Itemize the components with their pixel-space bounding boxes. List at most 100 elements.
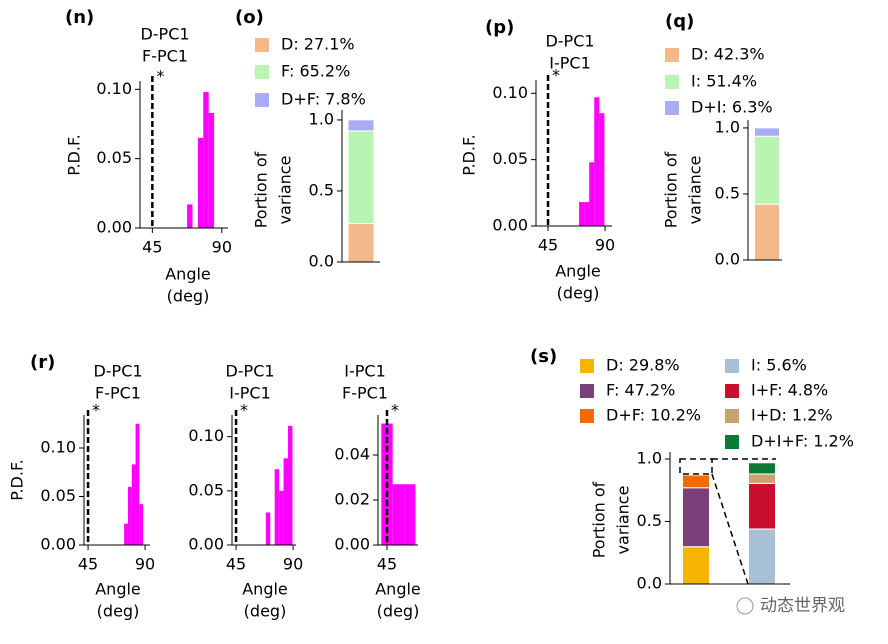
- chart-title: I-PC1: [344, 362, 386, 381]
- chart-title: I-PC1: [549, 54, 591, 73]
- y-tick-label: 0.10: [96, 79, 132, 98]
- legend-label: D: 29.8%: [606, 356, 680, 375]
- x-tick-label: 45: [78, 555, 98, 574]
- bar-segment: [754, 203, 780, 261]
- bar-segment: [682, 546, 710, 585]
- legend-swatch: [255, 65, 269, 79]
- x-axis-label: Angle: [95, 580, 141, 599]
- legend-swatch: [725, 409, 739, 423]
- y-tick-label: 0.00: [40, 535, 76, 554]
- bar: [203, 92, 209, 229]
- chart-title: F-PC1: [95, 384, 141, 403]
- legend-label: I+D: 1.2%: [751, 406, 833, 425]
- legend-label: D: 42.3%: [691, 45, 765, 64]
- x-axis-label: (deg): [167, 287, 210, 306]
- x-tick-label: 45: [226, 555, 246, 574]
- bar-segment: [754, 127, 780, 137]
- bar-segment: [347, 223, 375, 263]
- panel-label: (o): [235, 7, 264, 28]
- bar: [288, 425, 293, 545]
- bar-segment: [748, 528, 776, 585]
- y-tick-label: 0.05: [492, 149, 528, 168]
- x-tick-label: 45: [142, 238, 162, 257]
- legend-swatch: [255, 38, 269, 52]
- bar: [279, 490, 284, 545]
- bar: [404, 484, 416, 545]
- chart-title: F-PC1: [342, 384, 388, 403]
- y-axis-label: P.D.F.: [460, 134, 479, 175]
- bar: [594, 97, 600, 226]
- y-tick-label: 0.00: [492, 216, 528, 235]
- zoom-line: [711, 473, 749, 585]
- x-axis-label: Angle: [242, 580, 288, 599]
- bar: [283, 458, 289, 545]
- bar-segment: [347, 119, 375, 132]
- bar: [265, 512, 271, 545]
- threshold-label: *: [552, 66, 560, 85]
- y-tick-label: 0.05: [188, 480, 224, 499]
- y-axis-label: Portion of: [590, 481, 609, 558]
- legend-label: I+F: 4.8%: [751, 381, 828, 400]
- threshold-label: *: [92, 401, 100, 420]
- y-tick-label: 0.5: [715, 183, 740, 202]
- legend-swatch: [665, 75, 679, 89]
- y-tick-label: 0.5: [309, 180, 334, 199]
- bar-segment: [748, 462, 776, 475]
- y-tick-label: 1.0: [309, 109, 334, 128]
- y-tick-label: 0.10: [492, 83, 528, 102]
- x-tick-label: 90: [212, 238, 232, 257]
- panel-label: (p): [485, 17, 514, 38]
- y-tick-label: 0.02: [334, 490, 370, 509]
- watermark: 动态世界观: [760, 596, 845, 616]
- y-axis-label: P.D.F.: [65, 134, 84, 175]
- legend-swatch: [580, 409, 594, 423]
- x-axis-label: Angle: [555, 262, 601, 281]
- chart-title: D-PC1: [545, 32, 594, 51]
- y-tick-label: 0.5: [637, 511, 662, 530]
- x-tick-label: 90: [595, 236, 615, 255]
- legend-swatch: [665, 48, 679, 62]
- legend-label: D+F: 10.2%: [606, 406, 701, 425]
- legend-label: D: 27.1%: [281, 35, 355, 54]
- legend-swatch: [725, 384, 739, 398]
- legend-label: D+I: 6.3%: [691, 98, 773, 117]
- zoom-box: [679, 458, 713, 475]
- x-axis-label: (deg): [377, 602, 420, 621]
- y-tick-label: 1.0: [637, 449, 662, 468]
- bar: [599, 113, 605, 226]
- x-tick-label: 90: [283, 555, 303, 574]
- x-tick-label: 45: [538, 236, 558, 255]
- legend-swatch: [665, 101, 679, 115]
- legend-swatch: [255, 93, 269, 107]
- threshold-label: *: [391, 401, 399, 420]
- x-axis-label: (deg): [244, 602, 287, 621]
- bar-segment: [682, 487, 710, 548]
- x-axis-label: Angle: [375, 580, 421, 599]
- y-axis-label: variance: [614, 486, 633, 555]
- x-axis-label: (deg): [557, 284, 600, 303]
- legend-label: D+I+F: 1.2%: [751, 432, 854, 451]
- y-tick-label: 0.10: [188, 426, 224, 445]
- bar: [197, 137, 204, 228]
- legend-label: F: 47.2%: [606, 381, 675, 400]
- legend-swatch: [725, 435, 739, 449]
- bar: [135, 423, 140, 545]
- bar: [589, 162, 595, 226]
- bar-segment: [347, 130, 375, 225]
- bar: [584, 202, 590, 226]
- legend-swatch: [580, 359, 594, 373]
- bar: [274, 469, 280, 545]
- bar: [131, 464, 136, 545]
- bar-segment: [682, 474, 710, 489]
- y-tick-label: 0.10: [40, 437, 76, 456]
- bar: [124, 523, 128, 545]
- bar: [579, 202, 585, 226]
- chart-title: F-PC1: [142, 47, 188, 66]
- bar-segment: [748, 482, 776, 530]
- legend-swatch: [725, 359, 739, 373]
- y-tick-label: 1.0: [715, 117, 740, 136]
- legend-label: F: 65.2%: [281, 62, 350, 81]
- chart-title: D-PC1: [93, 362, 142, 381]
- x-tick-label: 45: [377, 555, 397, 574]
